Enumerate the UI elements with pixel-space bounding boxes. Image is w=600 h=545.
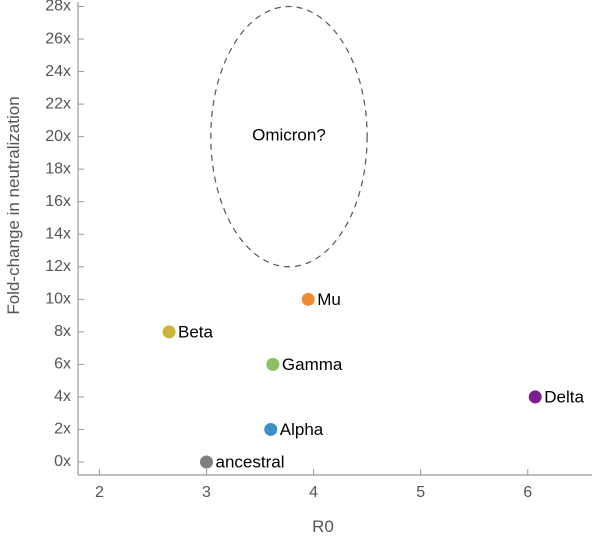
point-mu (301, 292, 315, 306)
y-tick-label: 0x (54, 453, 71, 470)
y-tick-label: 28x (45, 0, 71, 15)
y-tick-label: 24x (45, 63, 71, 80)
x-axis-ticks: 2 3 4 5 6 (95, 469, 532, 501)
y-tick-label: 22x (45, 95, 71, 112)
y-tick-label: 18x (45, 160, 71, 177)
y-tick-label: 10x (45, 291, 71, 308)
x-axis-title: R0 (312, 517, 334, 536)
axes: 0x 2x 4x 6x 8x 10x 12x 14x 16x 18x 20x 22x 24x 26x 28x… (4, 0, 592, 536)
x-tick-label: 2 (95, 484, 104, 501)
y-tick-label: 20x (45, 128, 71, 145)
point-label-gamma: Gamma (282, 355, 343, 374)
y-tick-label: 4x (54, 388, 71, 405)
point-alpha (264, 422, 278, 436)
y-axis-ticks: 0x 2x 4x 6x 8x 10x 12x 14x 16x 18x 20x 22x 24x 26x 28x (45, 0, 84, 470)
data-points: ancestral Alpha Delta Gamma Beta Mu (162, 290, 584, 471)
point-label-ancestral: ancestral (216, 452, 285, 471)
y-axis-title: Fold-change in neutralization (4, 96, 23, 314)
omicron-annotation-label: Omicron? (252, 125, 326, 144)
point-delta (528, 390, 542, 404)
point-label-mu: Mu (317, 290, 341, 309)
y-tick-label: 2x (54, 421, 71, 438)
point-beta (162, 325, 176, 339)
y-tick-label: 16x (45, 193, 71, 210)
annotation-layer: Omicron? (210, 5, 368, 268)
x-tick-label: 5 (416, 484, 425, 501)
y-tick-label: 8x (54, 323, 71, 340)
y-tick-label: 26x (45, 30, 71, 47)
point-ancestral (200, 455, 213, 469)
x-tick-label: 4 (309, 484, 318, 501)
y-tick-label: 12x (45, 258, 71, 275)
y-tick-label: 14x (45, 225, 71, 242)
point-label-alpha: Alpha (280, 420, 324, 439)
omicron-dashed-ellipse (210, 5, 368, 268)
point-label-beta: Beta (178, 322, 214, 341)
y-tick-label: 6x (54, 356, 71, 373)
x-tick-label: 6 (523, 484, 532, 501)
point-gamma (266, 357, 280, 371)
point-label-delta: Delta (544, 387, 584, 406)
x-tick-label: 3 (202, 484, 211, 501)
